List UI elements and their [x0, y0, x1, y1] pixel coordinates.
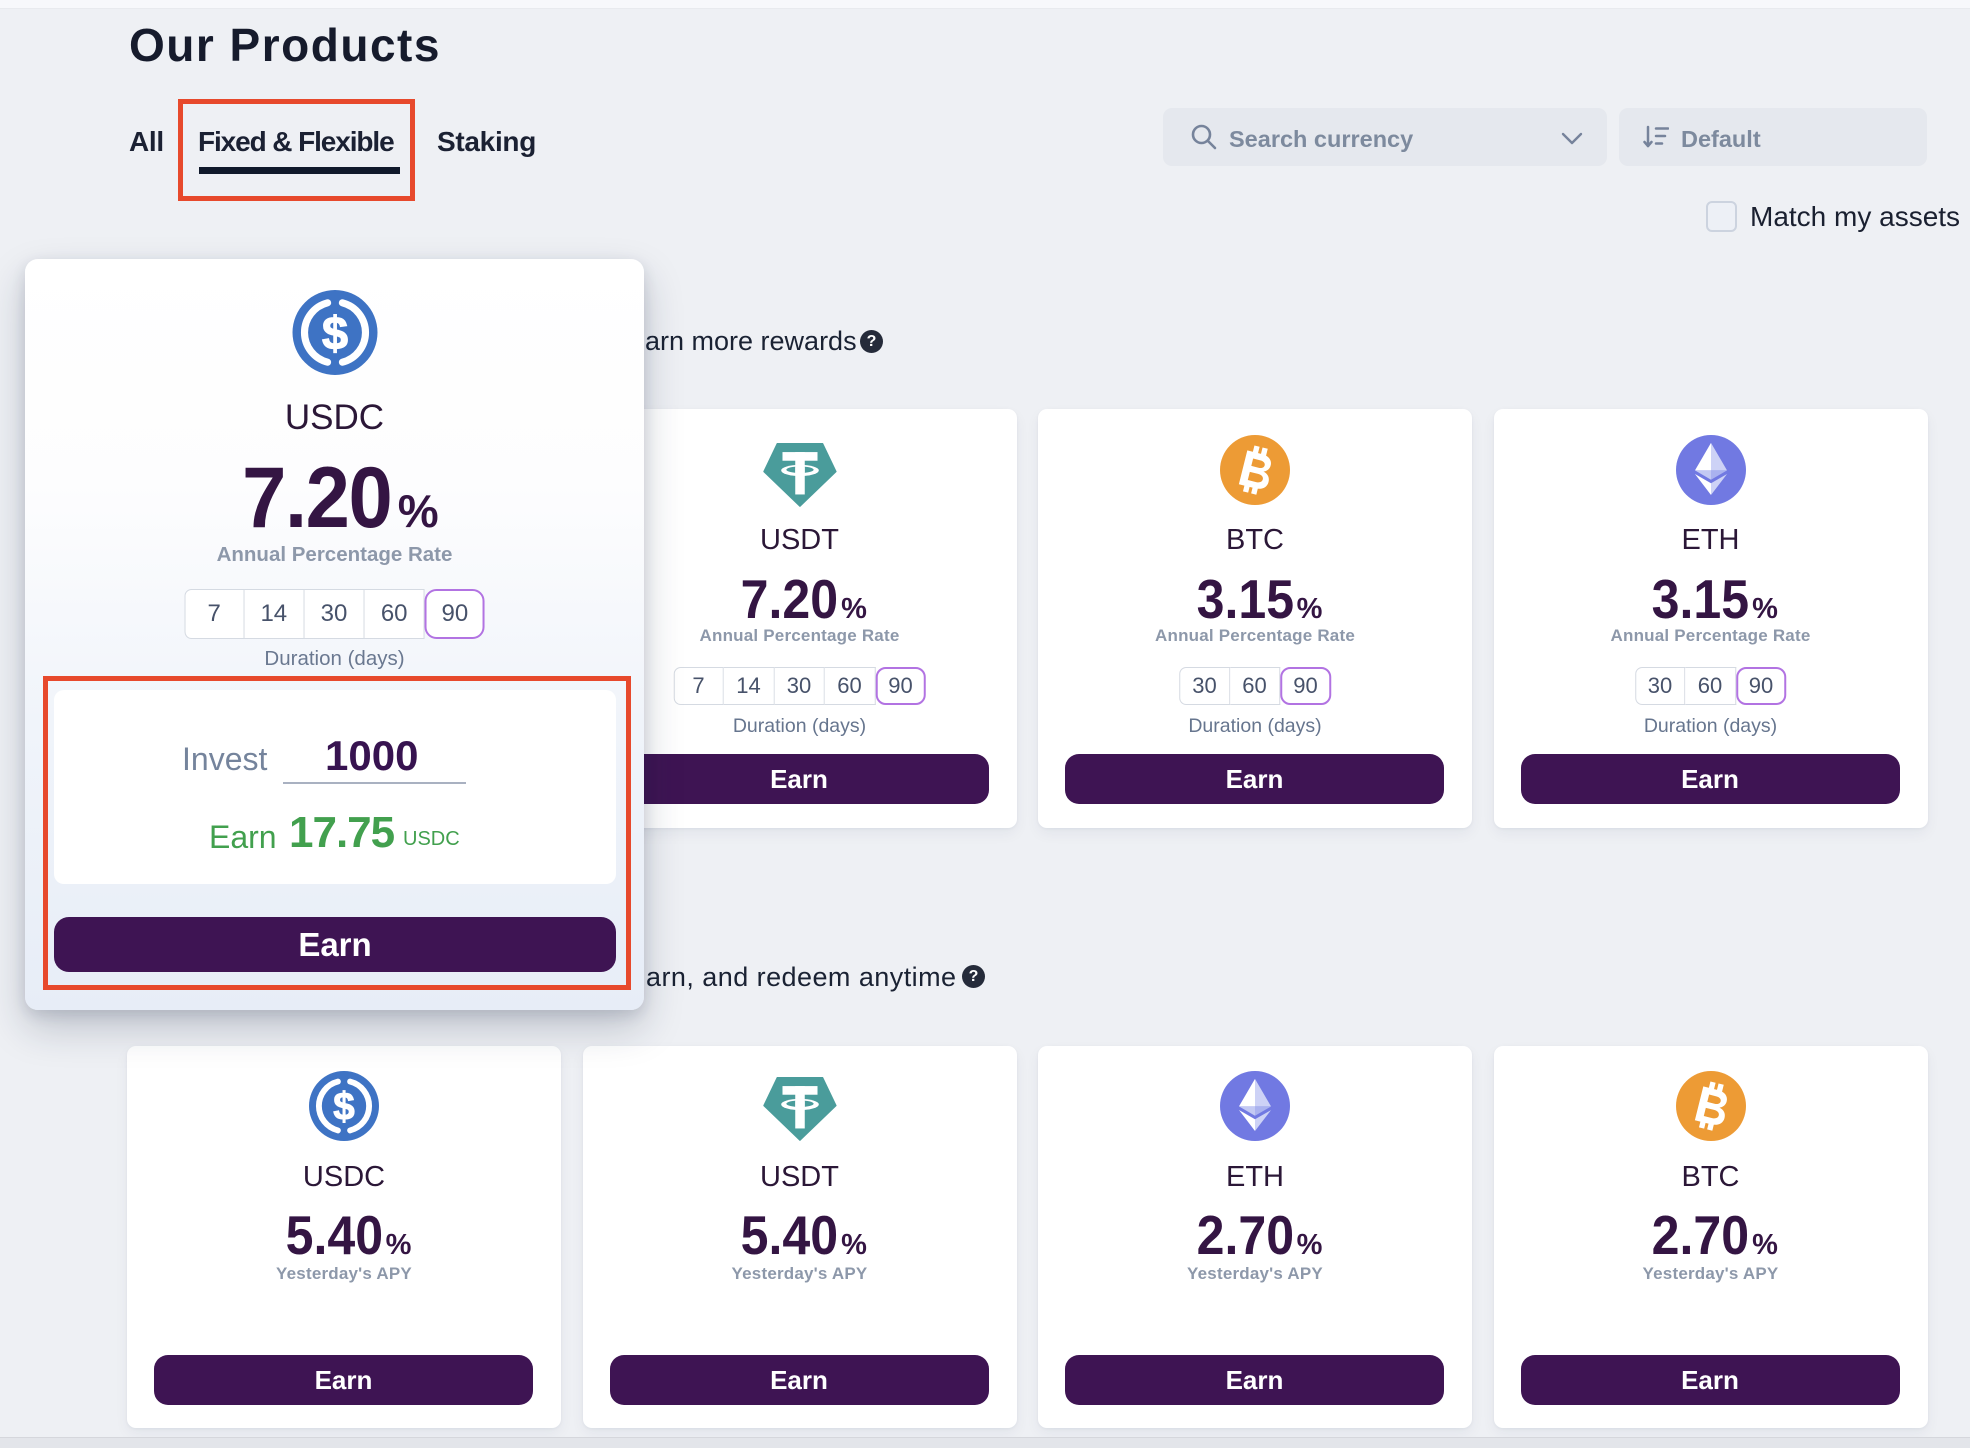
- svg-text:$: $: [333, 1086, 354, 1129]
- svg-text:$: $: [321, 307, 347, 359]
